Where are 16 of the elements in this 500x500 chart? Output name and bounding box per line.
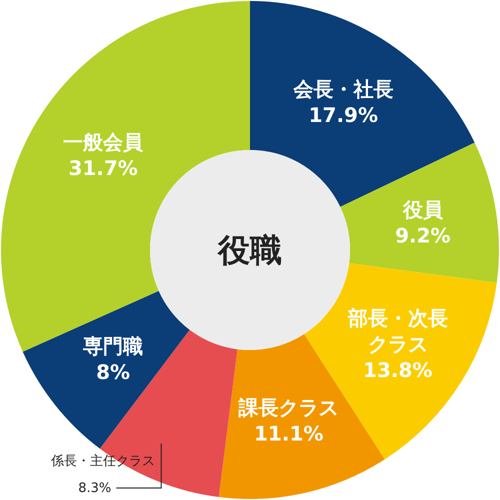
data-label: 13.8% — [363, 358, 432, 382]
data-label: 31.7% — [68, 156, 138, 180]
donut-slice — [340, 142, 499, 283]
data-label: 11.1% — [254, 422, 324, 446]
slice-label: 役員 — [402, 198, 444, 222]
donut-slice — [22, 290, 190, 449]
slice-label: 課長クラス — [238, 396, 339, 420]
slice-label: 会長・社長 — [292, 76, 394, 101]
slice-label: 専門職 — [82, 334, 144, 358]
data-label: 8% — [96, 360, 130, 384]
data-label: 17.9% — [308, 102, 378, 127]
slice-label: 一般会員 — [63, 130, 144, 154]
text: 役職 — [217, 231, 282, 270]
slice-label: 部長・次長クラス — [346, 306, 448, 356]
data-label: 9.2% — [395, 224, 451, 248]
data-label: 8.3% — [78, 481, 112, 496]
